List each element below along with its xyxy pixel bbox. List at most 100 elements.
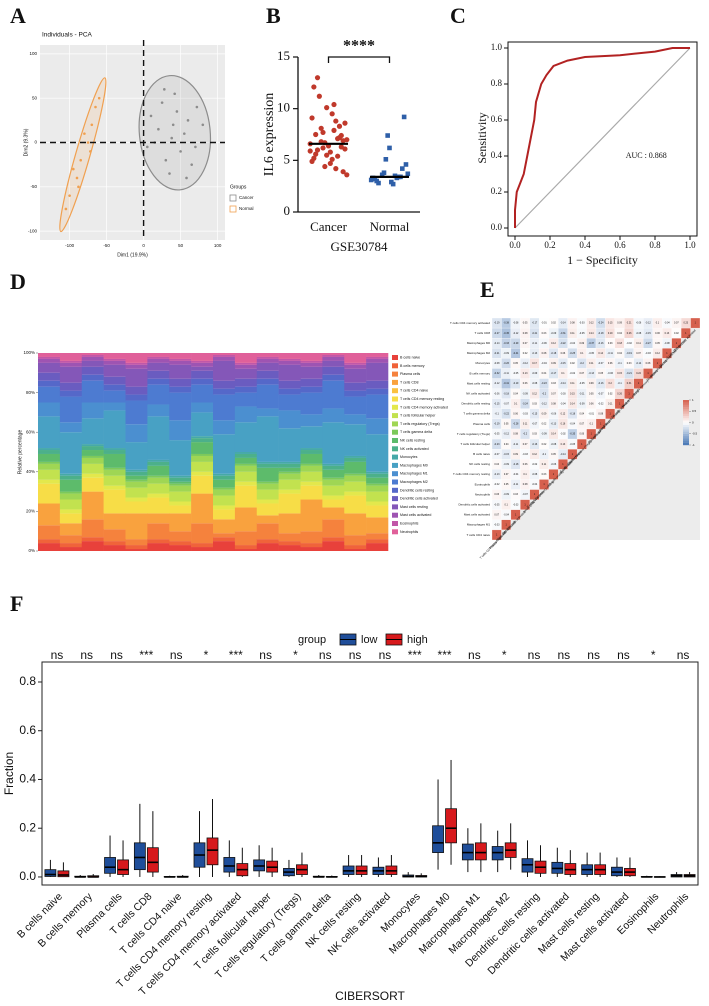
legend-swatch bbox=[392, 454, 398, 460]
bar-segment bbox=[169, 501, 192, 506]
point bbox=[333, 118, 339, 124]
cell-value: 0.09 bbox=[589, 382, 594, 385]
legend-swatch bbox=[392, 404, 398, 410]
x-axis-label: Dim1 (19.9%) bbox=[117, 252, 148, 258]
bar-segment bbox=[125, 471, 148, 476]
point bbox=[318, 125, 324, 131]
heatmap-cell bbox=[633, 378, 644, 389]
bar-segment bbox=[125, 479, 148, 482]
bar-segment bbox=[59, 360, 83, 363]
bar-segment bbox=[344, 424, 367, 456]
heatmap-cell bbox=[624, 388, 634, 399]
bar-segment bbox=[322, 422, 345, 464]
bar-segment bbox=[191, 523, 214, 544]
bar-segment bbox=[103, 410, 126, 449]
bar-segment bbox=[103, 364, 126, 377]
cell-value: -0.02 bbox=[494, 483, 500, 486]
bar-segment bbox=[344, 353, 367, 363]
bar-segment bbox=[191, 378, 214, 385]
point bbox=[195, 105, 199, 109]
bar-segment bbox=[81, 360, 104, 367]
cell-value: -0.35 bbox=[570, 433, 576, 436]
bar-segment bbox=[344, 491, 367, 496]
point bbox=[390, 181, 396, 187]
cell-value: -0.23 bbox=[494, 443, 500, 446]
y-tick-label: 40% bbox=[26, 469, 35, 474]
cell-value: 0.02 bbox=[674, 332, 679, 335]
panel-letter: B bbox=[266, 3, 281, 28]
heatmap-cell bbox=[643, 368, 653, 379]
cell-value: 0.02 bbox=[608, 392, 613, 395]
cell-value: -0.14 bbox=[494, 342, 500, 345]
point bbox=[403, 162, 409, 167]
bar-segment bbox=[38, 461, 61, 464]
bar-segment bbox=[169, 485, 192, 492]
cell-value: -0.12 bbox=[645, 322, 651, 325]
bar-segment bbox=[125, 353, 148, 363]
point bbox=[316, 93, 322, 99]
bar-segment bbox=[322, 495, 345, 500]
colorbar-tick-label: 1 bbox=[692, 398, 694, 402]
cell-value: -0.14 bbox=[560, 322, 566, 325]
cell-value: -0.22 bbox=[560, 342, 566, 345]
bar-segment bbox=[191, 442, 214, 454]
bar-segment bbox=[103, 541, 126, 546]
bar-segment bbox=[38, 469, 61, 480]
cell-value: 0.26 bbox=[617, 392, 622, 395]
cell-value: -0.18 bbox=[570, 413, 576, 416]
heatmap-cell bbox=[586, 428, 597, 440]
y-tick-label: 0.2 bbox=[491, 186, 502, 196]
cell-value: -0.07 bbox=[598, 392, 604, 395]
cell-value: -0.09 bbox=[522, 392, 528, 395]
bar-segment bbox=[59, 422, 83, 433]
cell-value: 0.11 bbox=[589, 362, 594, 365]
bar-segment bbox=[234, 463, 258, 466]
bar-segment bbox=[322, 479, 345, 486]
point bbox=[185, 176, 188, 180]
cell-value: 0.05 bbox=[589, 392, 594, 395]
bar-segment bbox=[278, 473, 301, 480]
bar-segment bbox=[169, 475, 192, 478]
bar-segment bbox=[344, 362, 367, 365]
cell-value: -0.21 bbox=[532, 332, 538, 335]
bar-segment bbox=[125, 487, 148, 498]
cell-value: -0.11 bbox=[504, 372, 510, 375]
point bbox=[381, 170, 387, 176]
point bbox=[97, 96, 101, 100]
bar-segment bbox=[125, 368, 148, 387]
y-tick-label: 100% bbox=[23, 350, 35, 355]
cell-value: 0.09 bbox=[513, 453, 518, 456]
bar-segment bbox=[191, 493, 214, 524]
bar-segment bbox=[191, 370, 214, 379]
legend-swatch bbox=[392, 413, 398, 419]
y-tick-label: -100 bbox=[28, 228, 38, 233]
point bbox=[171, 123, 175, 127]
bar-segment bbox=[344, 457, 367, 462]
bar-segment bbox=[103, 529, 126, 542]
bar-segment bbox=[322, 356, 345, 361]
bar-segment bbox=[366, 380, 389, 389]
bar-segment bbox=[278, 461, 301, 464]
cell-value: 0.05 bbox=[504, 423, 509, 426]
point bbox=[336, 123, 343, 129]
bar-segment bbox=[81, 402, 104, 419]
colorbar-step bbox=[683, 436, 689, 439]
bar-segment bbox=[169, 353, 192, 359]
bar-segment bbox=[256, 358, 279, 363]
cell-value: 0.12 bbox=[589, 322, 594, 325]
cell-value: -0.05 bbox=[513, 372, 519, 375]
y-tick-label: 0% bbox=[28, 548, 35, 553]
bar-segment bbox=[278, 545, 301, 551]
bar-segment bbox=[169, 545, 192, 551]
cell-value: -0.07 bbox=[598, 362, 604, 365]
bar-segment bbox=[213, 479, 236, 488]
point bbox=[383, 157, 389, 162]
x-tick-label: Normal bbox=[370, 219, 410, 234]
cell-value: -0.13 bbox=[532, 352, 538, 355]
y-tick-label: 0.6 bbox=[491, 114, 503, 124]
legend-swatch bbox=[229, 194, 237, 202]
bar-segment bbox=[191, 461, 214, 472]
bar-segment bbox=[322, 463, 345, 466]
x-tick-label: -100 bbox=[65, 243, 75, 248]
cell-value: -0.03 bbox=[513, 503, 519, 506]
